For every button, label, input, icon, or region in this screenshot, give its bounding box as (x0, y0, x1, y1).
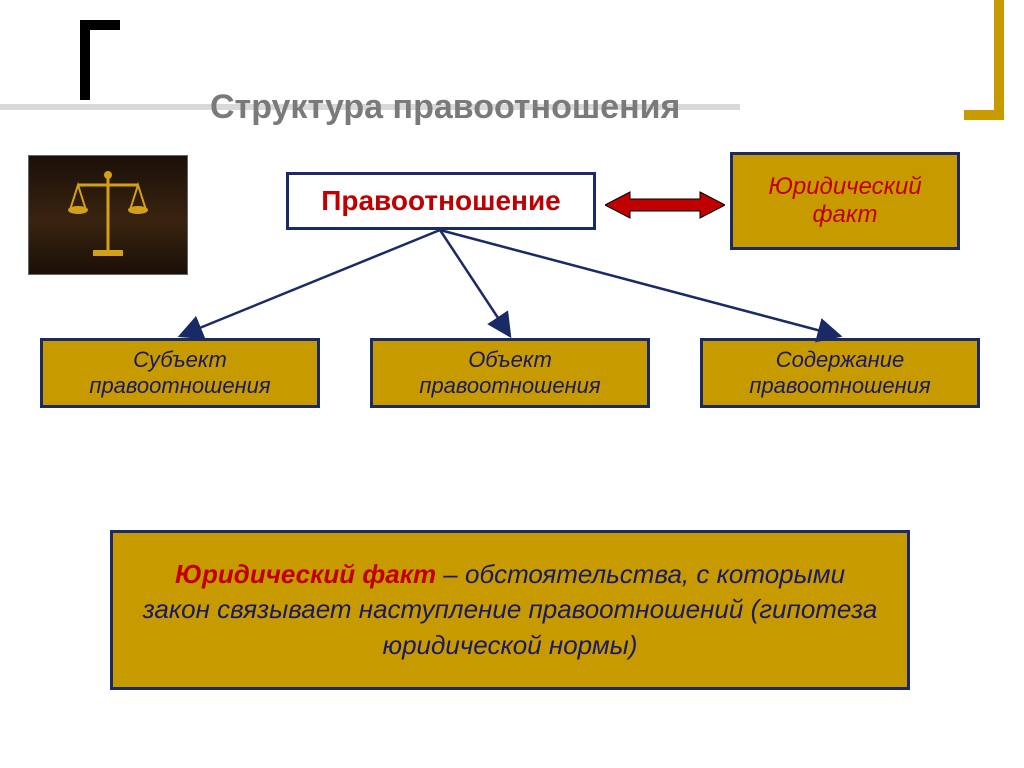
legal-fact-box: Юридический факт (730, 152, 960, 250)
child-box-object: Объект правоотношения (370, 338, 650, 408)
scales-icon (58, 165, 158, 265)
arrow-to-object (440, 230, 510, 336)
main-concept-label: Правоотношение (321, 185, 561, 217)
slide-title: Структура правоотношения (210, 88, 680, 127)
definition-term: Юридический факт (175, 559, 436, 589)
child-label: Объект правоотношения (383, 347, 637, 399)
child-label: Содержание правоотношения (713, 347, 967, 399)
legal-fact-label: Юридический факт (743, 173, 947, 229)
definition-box: Юридический факт – обстоятельства, с кот… (110, 530, 910, 690)
arrow-to-subject (180, 230, 440, 336)
corner-decor-right (964, 0, 1004, 120)
main-concept-box: Правоотношение (286, 172, 596, 230)
child-box-subject: Субъект правоотношения (40, 338, 320, 408)
corner-decor-left (80, 20, 120, 100)
double-arrow-icon (605, 190, 725, 220)
child-label: Субъект правоотношения (53, 347, 307, 399)
child-box-content: Содержание правоотношения (700, 338, 980, 408)
scales-of-justice-image (28, 155, 188, 275)
